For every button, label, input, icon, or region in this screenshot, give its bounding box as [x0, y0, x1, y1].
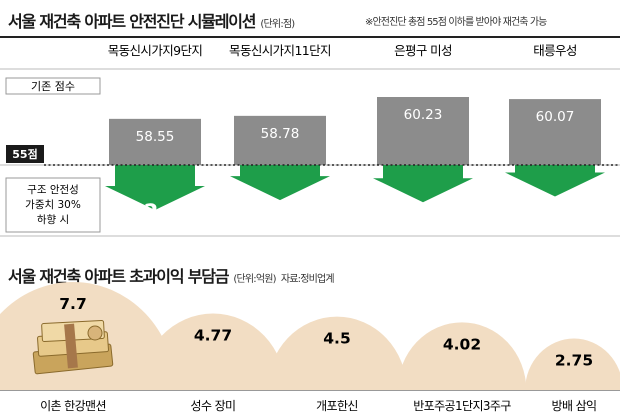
chart-note: ※안전진단 총점 55점 이하를 받아야 재건축 가능 [365, 17, 547, 28]
existing-score-bar [377, 97, 469, 165]
existing-score-value: 58.55 [136, 129, 175, 145]
category-label: 은평구 미성 [394, 43, 452, 58]
weighted-label-line2: 가중치 30% [25, 199, 81, 211]
levy-category-label: 개포한신 [316, 399, 358, 413]
levy-value: 4.02 [443, 335, 481, 353]
existing-score-bar [234, 115, 326, 165]
cash-bundle-illustration [32, 319, 114, 375]
levy-mound [525, 338, 620, 390]
top-rule [0, 36, 620, 38]
weighted-label-line3: 하향 시 [37, 213, 69, 226]
category-label: 태릉우성 [533, 43, 577, 58]
levy-category-label: 방배 삼익 [552, 399, 597, 413]
chart-title: 서울 재건축 아파트 안전진단 시뮬레이션 [8, 12, 257, 31]
threshold-label-box [6, 145, 44, 163]
existing-score-bar [109, 118, 201, 165]
levy-category-label: 성수 장미 [191, 399, 236, 413]
levy-category-label: 이촌 한강맨션 [40, 399, 106, 413]
lowered-score-value: 53.89 [247, 200, 313, 224]
category-label: 목동신시가지11단지 [229, 43, 331, 58]
levy-value: 7.7 [59, 295, 86, 313]
levy-title: 서울 재건축 아파트 초과이익 부담금 [8, 267, 229, 286]
levy-category-label: 반포주공1단지3주구 [413, 399, 511, 413]
category-label: 목동신시가지9단지 [108, 43, 203, 58]
baseline [0, 390, 620, 391]
existing-score-value: 60.23 [404, 107, 443, 123]
lowered-score-value: 52.9 [129, 200, 181, 224]
lowered-score-value: 54.25 [522, 200, 588, 224]
levy-mound [140, 313, 286, 390]
existing-label-box [5, 77, 101, 95]
weighted-label-line1: 구조 안전성 [27, 184, 79, 196]
existing-score-value: 58.78 [261, 126, 300, 142]
existing-score-bar [509, 99, 601, 165]
levy-mound [267, 316, 407, 390]
source-note: 자료:정비업계 [280, 274, 335, 285]
lowered-score-arrow [105, 165, 205, 210]
lowered-score-arrow [505, 165, 605, 197]
levy-unit: (단위:억원) [233, 274, 276, 285]
levy-title-block: 서울 재건축 아파트 초과이익 부담금 (단위:억원) 자료:정비업계 [8, 263, 335, 287]
chart-unit: (단위:점) [260, 19, 295, 30]
existing-score-label: 기존 점수 [31, 80, 75, 93]
threshold-label: 55점 [12, 147, 37, 161]
lowered-score-arrow [230, 165, 330, 201]
safety-score-chart: 기존 점수 55점 구조 안전성 가중치 30% 하향 시 목동신시가지9단지 5… [0, 36, 620, 237]
existing-score-value: 60.07 [536, 109, 575, 125]
levy-value: 4.5 [323, 330, 350, 348]
lowered-score-arrow [373, 165, 473, 203]
levy-value: 4.77 [194, 326, 232, 344]
levy-mound [397, 322, 527, 390]
weighted-label-box [5, 177, 101, 233]
levy-value: 2.75 [555, 352, 593, 370]
lowered-score-value: 53.68 [390, 200, 456, 224]
chart-title-block: 서울 재건축 아파트 안전진단 시뮬레이션 (단위:점) [8, 8, 295, 32]
